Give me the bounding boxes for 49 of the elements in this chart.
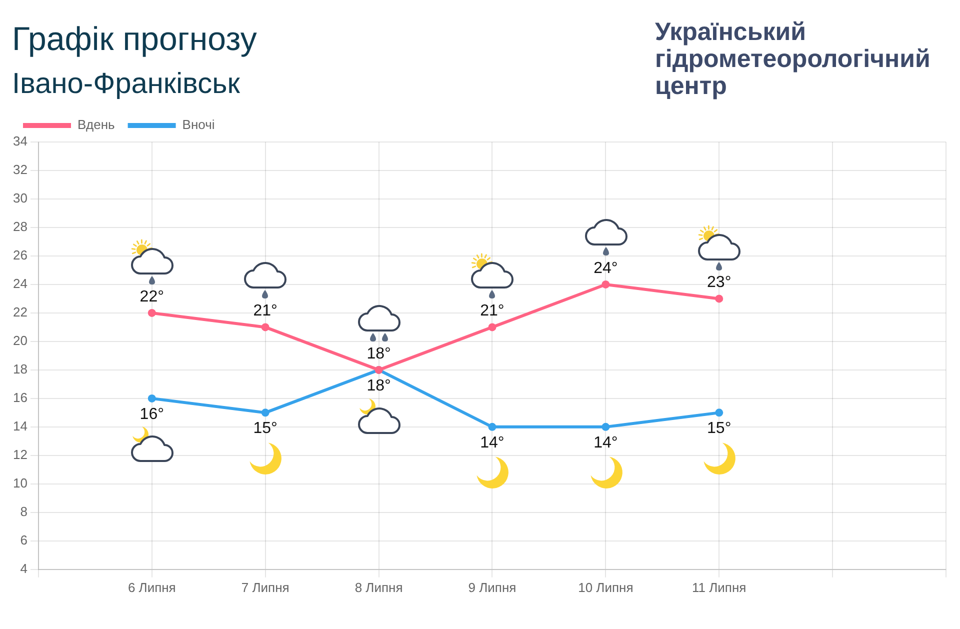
point — [602, 280, 610, 288]
data-label: 15° — [707, 420, 732, 438]
y-tick-label: 22 — [12, 304, 28, 320]
y-tick-label: 14 — [12, 418, 28, 434]
point — [602, 422, 610, 431]
y-tick-label: 30 — [12, 190, 28, 206]
data-label: 21° — [253, 302, 278, 320]
chart-subtitle: Івано-Франківськ — [12, 67, 240, 101]
point — [148, 394, 156, 402]
y-tick-label: 24 — [12, 276, 28, 292]
point — [488, 422, 496, 431]
x-tick-label: 10 Липня — [578, 580, 634, 595]
y-tick-label: 26 — [12, 248, 28, 263]
data-label: 22° — [140, 288, 164, 306]
y-tick-label: 20 — [12, 333, 28, 348]
data-label: 21° — [480, 302, 504, 320]
point — [261, 323, 270, 332]
x-tick-label: 11 Липня — [692, 580, 746, 595]
data-label: 16° — [140, 406, 164, 423]
point — [261, 408, 270, 417]
x-tick-label: 6 Липня — [128, 580, 176, 595]
y-tick-label: 32 — [12, 162, 28, 178]
y-tick-label: 4 — [20, 560, 28, 576]
legend-label: Вночі — [182, 117, 215, 132]
data-label: 14° — [480, 434, 504, 452]
text: Український гідрометеорологічний центр — [655, 18, 932, 100]
data-label: 24° — [594, 260, 618, 277]
data-label: 18° — [366, 377, 391, 394]
y-tick-label: 16 — [12, 390, 28, 406]
data-label: 23° — [707, 274, 732, 292]
y-tick-label: 34 — [12, 134, 28, 149]
point — [148, 308, 156, 317]
x-tick-label: 9 Липня — [468, 580, 516, 595]
data-label: 15° — [253, 420, 278, 438]
y-tick-label: 8 — [20, 504, 28, 519]
y-tick-label: 6 — [20, 532, 28, 548]
y-tick-label: 10 — [12, 476, 28, 490]
point — [715, 294, 724, 303]
data-label: 14° — [594, 434, 618, 452]
data-label: 18° — [366, 345, 391, 362]
y-tick-label: 18 — [12, 362, 28, 377]
legend-label: Вдень — [78, 117, 116, 132]
chart-title: Графік прогнозу — [12, 20, 257, 58]
point — [715, 408, 724, 417]
y-tick-label: 12 — [12, 447, 28, 462]
y-tick-label: 28 — [12, 219, 28, 234]
x-tick-label: 8 Липня — [354, 580, 403, 595]
x-tick-label: 7 Липня — [241, 580, 290, 595]
point — [488, 323, 496, 332]
